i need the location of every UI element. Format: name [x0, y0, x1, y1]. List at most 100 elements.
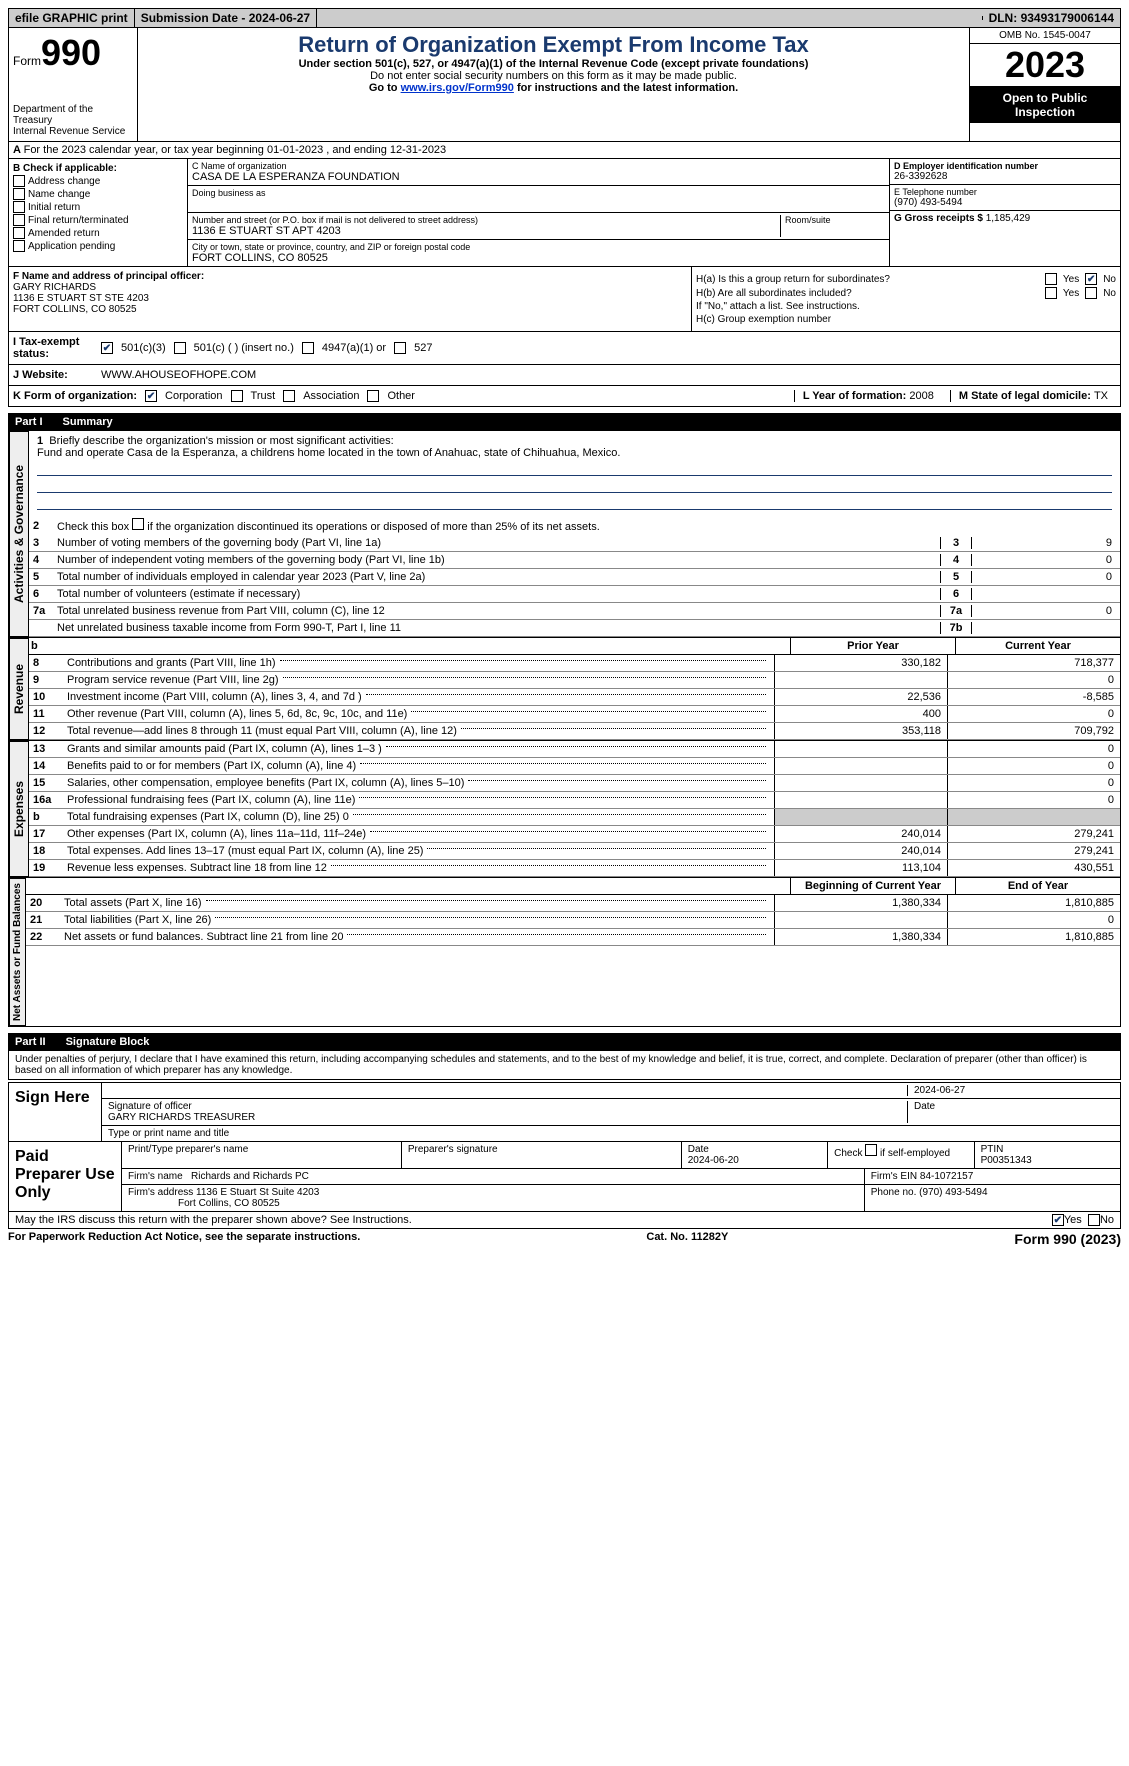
financial-line: 10Investment income (Part VIII, column (…: [29, 689, 1120, 706]
checkbox-amended[interactable]: [13, 227, 25, 239]
financial-line: 15Salaries, other compensation, employee…: [29, 775, 1120, 792]
checkbox-501c3[interactable]: [101, 342, 113, 354]
checkbox-501c[interactable]: [174, 342, 186, 354]
summary-line: Net unrelated business taxable income fr…: [29, 620, 1120, 637]
expenses-label: Expenses: [9, 741, 29, 877]
signature-block: Sign Here 2024-06-27 Signature of office…: [8, 1082, 1121, 1212]
irs-link[interactable]: www.irs.gov/Form990: [401, 82, 514, 94]
checkbox-trust[interactable]: [231, 390, 243, 402]
checkbox-final-return[interactable]: [13, 214, 25, 226]
part2-header: Part II Signature Block: [8, 1033, 1121, 1051]
form-title: Return of Organization Exempt From Incom…: [142, 32, 965, 58]
financial-line: 22Net assets or fund balances. Subtract …: [26, 929, 1120, 946]
year-formation: 2008: [909, 390, 933, 402]
financial-line: 20Total assets (Part X, line 16)1,380,33…: [26, 895, 1120, 912]
box-j: J Website: WWW.AHOUSEOFHOPE.COM: [8, 365, 1121, 386]
firm-phone: (970) 493-5494: [919, 1187, 987, 1198]
netassets-section: Net Assets or Fund Balances Beginning of…: [8, 878, 1121, 1027]
financial-line: 16aProfessional fundraising fees (Part I…: [29, 792, 1120, 809]
box-c: C Name of organization CASA DE LA ESPERA…: [188, 159, 889, 266]
form-header: Form990 Department of the Treasury Inter…: [8, 28, 1121, 142]
expenses-section: Expenses 13Grants and similar amounts pa…: [8, 741, 1121, 878]
checkbox-4947[interactable]: [302, 342, 314, 354]
checkbox-corp[interactable]: [145, 390, 157, 402]
submission-date: Submission Date - 2024-06-27: [135, 9, 317, 27]
box-f-h: F Name and address of principal officer:…: [8, 267, 1121, 332]
section-a: A For the 2023 calendar year, or tax yea…: [8, 142, 1121, 159]
officer-sig-date: 2024-06-27: [907, 1085, 1114, 1096]
financial-line: 13Grants and similar amounts paid (Part …: [29, 741, 1120, 758]
sign-here-label: Sign Here: [9, 1083, 102, 1141]
dba: [192, 198, 885, 210]
checkbox-hb-yes[interactable]: [1045, 287, 1057, 299]
checkbox-initial-return[interactable]: [13, 201, 25, 213]
firm-name: Richards and Richards PC: [191, 1171, 309, 1182]
part1-header: Part I Summary: [8, 413, 1121, 431]
paid-preparer-label: Paid Preparer Use Only: [9, 1142, 122, 1211]
tax-year: 2023: [970, 44, 1120, 87]
checkbox-hb-no[interactable]: [1085, 287, 1097, 299]
officer-signature: GARY RICHARDS TREASURER: [108, 1112, 255, 1123]
telephone: (970) 493-5494: [894, 197, 1116, 208]
state-domicile: TX: [1094, 390, 1108, 402]
subtitle-3: Go to www.irs.gov/Form990 for instructio…: [142, 82, 965, 94]
ein: 26-3392628: [894, 171, 1116, 182]
city-state-zip: FORT COLLINS, CO 80525: [192, 252, 885, 264]
open-inspection-label: Open to Public Inspection: [970, 87, 1120, 123]
efile-label: efile GRAPHIC print: [9, 9, 135, 27]
preparer-date: 2024-06-20: [688, 1155, 739, 1166]
gross-receipts: 1,185,429: [986, 213, 1031, 224]
checkbox-discontinued[interactable]: [132, 518, 144, 530]
checkbox-name-change[interactable]: [13, 188, 25, 200]
checkbox-other[interactable]: [367, 390, 379, 402]
checkbox-527[interactable]: [394, 342, 406, 354]
discuss-row: May the IRS discuss this return with the…: [8, 1212, 1121, 1229]
financial-line: 11Other revenue (Part VIII, column (A), …: [29, 706, 1120, 723]
box-f: F Name and address of principal officer:…: [9, 267, 691, 331]
revenue-section: Revenue b Prior Year Current Year 8Contr…: [8, 638, 1121, 741]
firm-address: 1136 E Stuart St Suite 4203: [196, 1187, 319, 1198]
checkbox-discuss-no[interactable]: [1088, 1214, 1100, 1226]
org-name: CASA DE LA ESPERANZA FOUNDATION: [192, 171, 885, 183]
ptin: P00351343: [981, 1155, 1032, 1166]
subtitle-1: Under section 501(c), 527, or 4947(a)(1)…: [142, 58, 965, 70]
checkbox-app-pending[interactable]: [13, 240, 25, 252]
box-h: H(a) Is this a group return for subordin…: [691, 267, 1120, 331]
financial-line: bTotal fundraising expenses (Part IX, co…: [29, 809, 1120, 826]
checkbox-assoc[interactable]: [283, 390, 295, 402]
box-b: B Check if applicable: Address change Na…: [9, 159, 188, 266]
checkbox-address-change[interactable]: [13, 175, 25, 187]
perjury-statement: Under penalties of perjury, I declare th…: [8, 1051, 1121, 1080]
checkbox-discuss-yes[interactable]: [1052, 1214, 1064, 1226]
topbar-spacer: [317, 16, 982, 20]
summary-line: 7aTotal unrelated business revenue from …: [29, 603, 1120, 620]
header-right: OMB No. 1545-0047 2023 Open to Public In…: [969, 28, 1120, 141]
governance-label: Activities & Governance: [9, 431, 29, 637]
checkbox-ha-no[interactable]: [1085, 273, 1097, 285]
financial-line: 21Total liabilities (Part X, line 26)0: [26, 912, 1120, 929]
top-bar: efile GRAPHIC print Submission Date - 20…: [8, 8, 1121, 28]
financial-line: 19Revenue less expenses. Subtract line 1…: [29, 860, 1120, 877]
dln: DLN: 93493179006144: [983, 9, 1120, 27]
financial-line: 14Benefits paid to or for members (Part …: [29, 758, 1120, 775]
summary-line: 4Number of independent voting members of…: [29, 552, 1120, 569]
financial-line: 17Other expenses (Part IX, column (A), l…: [29, 826, 1120, 843]
box-k-l-m: K Form of organization: Corporation Trus…: [8, 386, 1121, 407]
financial-line: 8Contributions and grants (Part VIII, li…: [29, 655, 1120, 672]
part1-governance: Activities & Governance 1 Briefly descri…: [8, 431, 1121, 638]
mission-text: Fund and operate Casa de la Esperanza, a…: [37, 447, 620, 459]
financial-line: 12Total revenue—add lines 8 through 11 (…: [29, 723, 1120, 740]
box-d-e-g: D Employer identification number 26-3392…: [889, 159, 1120, 266]
summary-line: 3Number of voting members of the governi…: [29, 535, 1120, 552]
checkbox-ha-yes[interactable]: [1045, 273, 1057, 285]
box-i: I Tax-exempt status: 501(c)(3) 501(c) ( …: [8, 332, 1121, 365]
firm-ein: 84-1072157: [920, 1171, 973, 1182]
dept-label: Department of the Treasury Internal Reve…: [13, 104, 133, 137]
summary-line: 5Total number of individuals employed in…: [29, 569, 1120, 586]
officer-name: GARY RICHARDS: [13, 282, 687, 293]
checkbox-self-employed[interactable]: [865, 1144, 877, 1156]
header-middle: Return of Organization Exempt From Incom…: [138, 28, 969, 141]
subtitle-2: Do not enter social security numbers on …: [142, 70, 965, 82]
street-address: 1136 E STUART ST APT 4203: [192, 225, 776, 237]
netassets-label: Net Assets or Fund Balances: [9, 878, 26, 1026]
